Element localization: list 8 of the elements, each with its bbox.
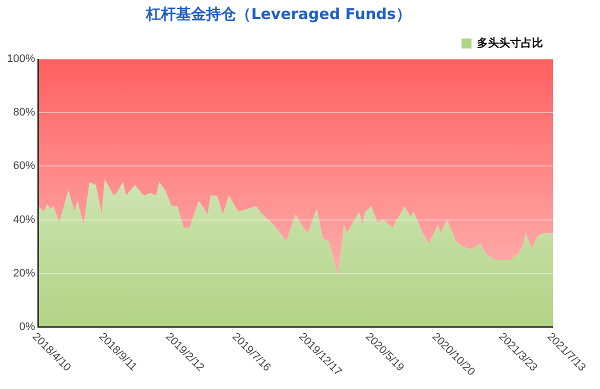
y-tick-label: 40%: [13, 214, 36, 226]
chart-title: 杠杆基金持仓（Leveraged Funds）: [145, 4, 411, 23]
y-tick-label: 0%: [19, 321, 36, 334]
y-tick-label: 100%: [6, 53, 36, 66]
y-tick-label: 80%: [13, 106, 36, 119]
legend-label: 多头头寸占比: [477, 36, 543, 50]
y-tick-label: 20%: [13, 267, 36, 280]
y-tick-label: 60%: [13, 160, 36, 172]
